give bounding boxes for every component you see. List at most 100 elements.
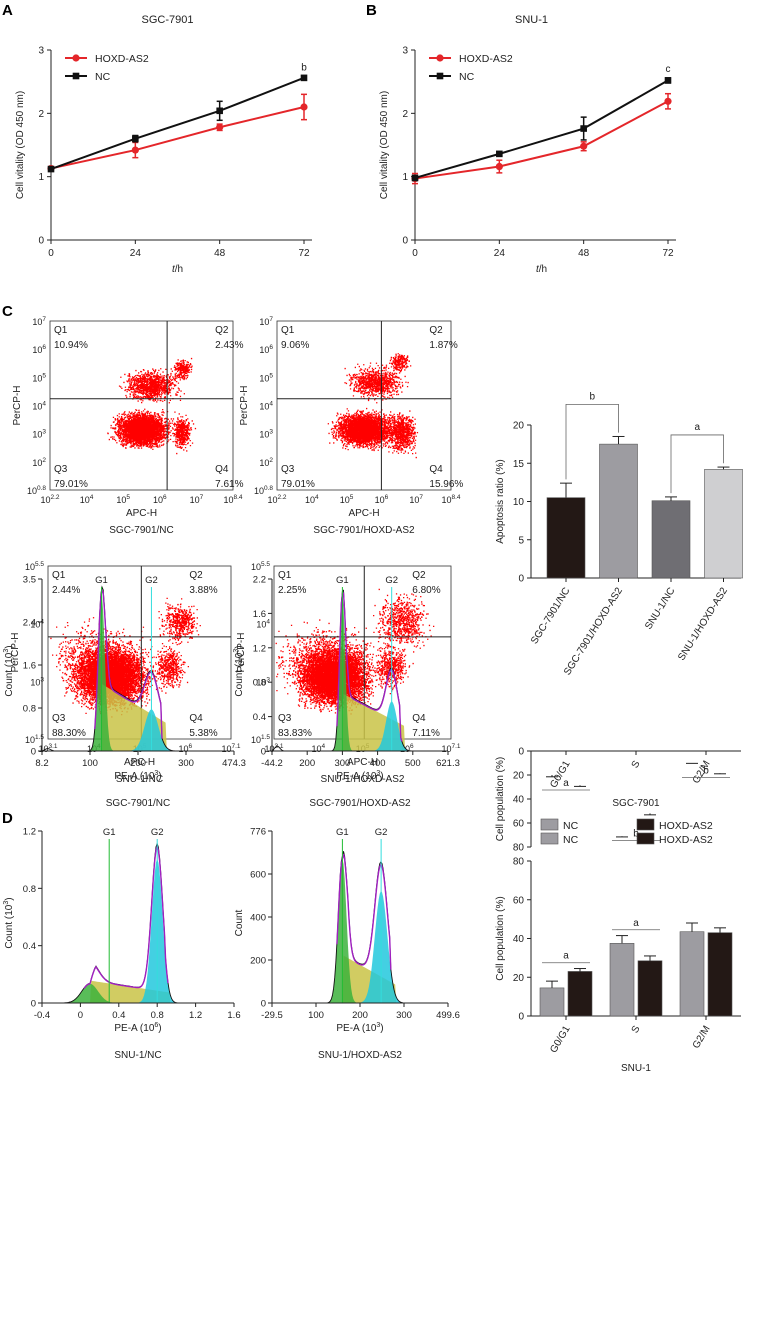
y-tick-label: 0 — [261, 747, 266, 758]
x-tick-label: 102.2 — [40, 494, 59, 505]
x-tick-label: 0 — [48, 248, 54, 259]
legend-label: HOXD-AS2 — [659, 820, 713, 832]
y-tick-label: 40 — [513, 795, 525, 806]
data-point — [47, 165, 55, 173]
histogram-outline — [42, 842, 234, 1004]
x-tick-label: 106 — [375, 494, 389, 505]
quadrant-value: 6.80% — [412, 585, 440, 596]
bar-NC-G0/G1 — [539, 987, 565, 1017]
y-tick-label: 3 — [38, 46, 44, 57]
y-tick-label: 0 — [402, 236, 408, 247]
legend-label: HOXD-AS2 — [459, 53, 513, 65]
significance-bracket — [670, 434, 724, 494]
plot-caption: SNU-1/NC — [116, 774, 163, 785]
y-tick-label: 10 — [513, 497, 525, 508]
x-tick-label: G2/M — [691, 1024, 713, 1051]
x-tick-label: 621.3 — [436, 758, 460, 769]
x-axis-label: APC-H — [126, 508, 157, 519]
data-point — [495, 162, 503, 171]
significance-label: a — [633, 918, 639, 929]
x-tick-label: 100 — [82, 758, 98, 769]
x-tick-label: 48 — [578, 248, 590, 259]
y-axis-label: Count (103) — [233, 645, 245, 696]
y-axis-label: Apoptosis ratio (%) — [495, 459, 506, 543]
quadrant-value: 5.38% — [189, 728, 217, 739]
x-tick-label: 106 — [178, 743, 192, 754]
quadrant-value: 1.87% — [429, 340, 457, 351]
y-tick-label: 600 — [250, 870, 266, 881]
y-tick-label: 776 — [250, 827, 266, 838]
y-axis-label: Cell vitality (OD 450 nm) — [15, 91, 26, 199]
quadrant-value: 2.25% — [278, 585, 306, 596]
y-tick-label: 105.5 — [251, 561, 270, 572]
quadrant-label: Q2 — [429, 325, 443, 336]
data-point — [411, 174, 419, 182]
quadrant-value: 2.43% — [215, 340, 243, 351]
chart-caption: SGC-7901 — [612, 798, 660, 809]
x-tick-label: S — [630, 759, 643, 771]
significance-label: a — [563, 951, 569, 962]
quadrant-label: Q4 — [189, 713, 203, 724]
quadrant-value: 10.94% — [54, 340, 88, 351]
line-chart-B: SNU-1 0 1 2 3 0 24 48 72 t/h Cell vitality (OD 450… — [379, 14, 676, 275]
y-tick-label: 0 — [38, 236, 44, 247]
y-tick-label: 105 — [259, 372, 273, 383]
x-tick-label: 108.4 — [441, 494, 460, 505]
y-tick-label: 103 — [256, 676, 270, 687]
x-tick-label: SNU-1/NC — [643, 586, 677, 632]
data-point — [300, 103, 308, 111]
quadrant-value: 79.01% — [281, 479, 315, 490]
quadrant-value: 79.01% — [54, 479, 88, 490]
data-point — [664, 97, 672, 105]
x-tick-label: 103.1 — [38, 743, 57, 754]
quadrant-label: Q3 — [54, 464, 68, 475]
x-tick-label: 102.2 — [267, 494, 286, 505]
x-tick-label: 300 — [334, 758, 350, 769]
bar-SGC-7901/NC — [546, 497, 586, 579]
model-fit-line — [336, 592, 403, 742]
quadrant-value: 15.96% — [429, 479, 463, 490]
gate-label: G1 — [95, 575, 108, 586]
y-tick-label: 1.2 — [253, 643, 266, 654]
x-tick-label: 106 — [153, 494, 167, 505]
x-tick-label: 100 — [308, 1010, 324, 1021]
data-point — [132, 135, 139, 142]
y-tick-label: 60 — [513, 895, 525, 906]
significance-label: a — [694, 422, 700, 433]
cell-cycle-histogram: G1 G2 776 600 400 200 0-29.5 100 200 300 499.6 PE-A… — [234, 827, 460, 1062]
legend-label: NC — [563, 820, 579, 832]
x-tick-label: 0 — [412, 248, 418, 259]
quadrant-value: 7.61% — [215, 479, 243, 490]
y-tick-label: 107 — [259, 316, 273, 327]
gate-label: G2 — [385, 575, 398, 586]
x-tick-label: G0/G1 — [548, 1024, 572, 1055]
x-tick-label: S — [630, 1024, 643, 1036]
quadrant-label: Q1 — [52, 570, 66, 581]
quadrant-value: 7.11% — [412, 728, 440, 739]
plot-caption: SNU-1/HOXD-AS2 — [321, 774, 405, 785]
y-tick-label: 5 — [518, 535, 524, 546]
y-tick-label: 105 — [32, 372, 46, 383]
x-axis-label: APC-H — [347, 757, 378, 768]
y-tick-label: 100.8 — [27, 485, 46, 496]
chart-caption: SNU-1 — [621, 1063, 651, 1074]
bar-NC-S — [609, 943, 635, 1017]
chart-title: SNU-1 — [515, 14, 548, 26]
gate-label: G1 — [336, 575, 349, 586]
plot-caption: SGC-7901/HOXD-AS2 — [309, 798, 411, 809]
significance-label: a — [563, 778, 569, 789]
series-line-HOXD-AS2 — [414, 100, 669, 180]
bar-SNU-1/HOXD-AS2 — [704, 469, 743, 579]
y-axis-label: Count (103) — [3, 897, 15, 948]
significance-label: c — [666, 64, 671, 75]
y-tick-label: 100.8 — [254, 485, 273, 496]
x-tick-label: 500 — [405, 758, 421, 769]
plot-frame — [49, 320, 234, 491]
series-line-NC — [50, 76, 305, 171]
x-tick-label: 24 — [494, 248, 506, 259]
y-tick-label: 0.4 — [253, 712, 266, 723]
y-axis-label: Count (103) — [3, 645, 15, 696]
x-tick-label: SNU-1/HOXD-AS2 — [676, 585, 730, 662]
x-tick-label: 200 — [352, 1010, 368, 1021]
x-tick-label: 105 — [116, 494, 130, 505]
